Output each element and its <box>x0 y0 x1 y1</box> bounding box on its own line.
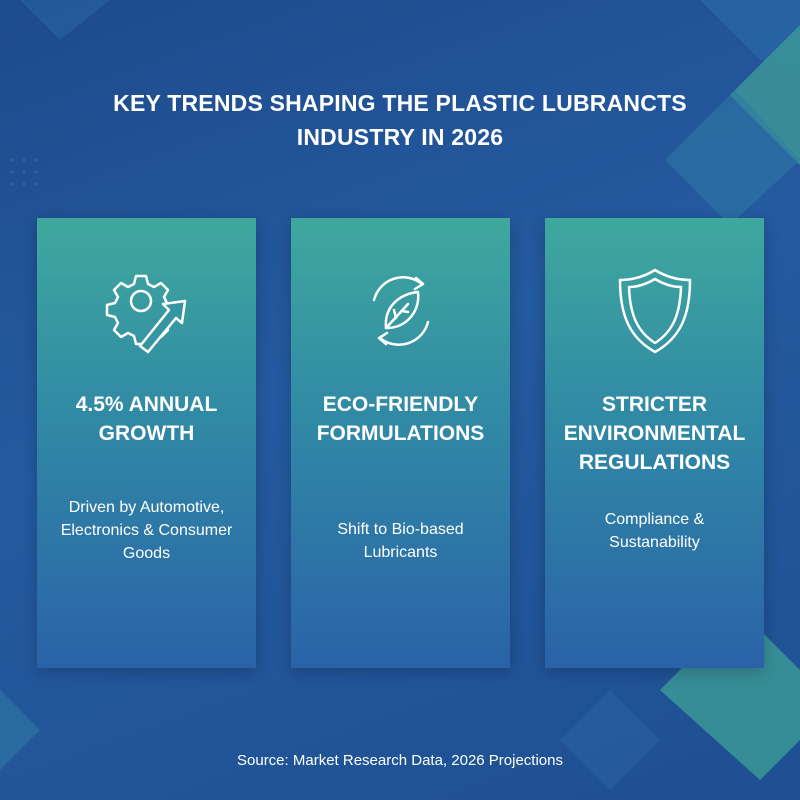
source-note: Source: Market Research Data, 2026 Proje… <box>237 752 563 769</box>
leaf-cycle-icon <box>372 276 429 346</box>
card-text: Shift to Bio-based Lubricants <box>337 521 464 561</box>
card-text: Compliance & Sustanability <box>604 511 705 551</box>
card-heading: ECO-FRIENDLY FORMULATIONS <box>316 393 485 445</box>
card: 4.5% ANNUAL GROWTH Driven by Automotive,… <box>37 218 256 668</box>
card: ECO-FRIENDLY FORMULATIONS Shift to Bio-b… <box>291 218 510 668</box>
title: KEY TRENDS SHAPING THE PLASTIC LUBRANCTS… <box>113 90 687 150</box>
card: STRICTER ENVIRONMENTAL REGULATIONS Compl… <box>545 218 764 668</box>
card-heading: STRICTER ENVIRONMENTAL REGULATIONS <box>563 393 746 474</box>
gear-arrow-icon <box>105 274 186 354</box>
card-heading: 4.5% ANNUAL GROWTH <box>75 393 218 445</box>
shield-icon <box>618 268 691 354</box>
card-text: Driven by Automotive, Electronics & Cons… <box>60 499 233 562</box>
